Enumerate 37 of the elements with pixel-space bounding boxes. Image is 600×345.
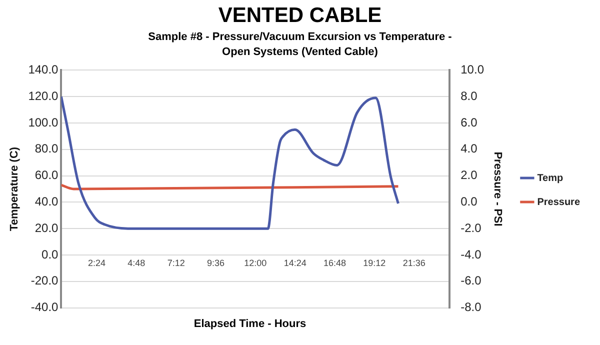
x-tick-label: 4:48 (128, 258, 146, 268)
y-tick-label: 120.0 (28, 88, 59, 103)
line-series (61, 95, 400, 230)
y2-tick-label: 2.0 (460, 168, 478, 182)
y-axis-title: Temperature (C) (8, 146, 21, 232)
y2-tick-label: -8.0 (460, 300, 482, 314)
y-tick-label: 80.0 (34, 142, 59, 156)
x-tick-label: 21:36 (402, 258, 426, 268)
x-tick-label: 14:24 (284, 258, 306, 268)
chart-title: VENTED CABLE (217, 4, 383, 28)
y2-tick-label: 4.0 (460, 142, 478, 156)
y2-tick-label: -6.0 (460, 274, 482, 288)
legend-label: Temp (537, 172, 564, 184)
y-tick-label: 60.0 (34, 168, 59, 182)
x-axis-title: Elapsed Time - Hours (192, 318, 308, 330)
legend-label: Pressure (537, 196, 580, 208)
x-tick-label: 19:12 (363, 258, 386, 268)
y2-tick-label: 8.0 (460, 88, 478, 103)
y2-tick-label: -4.0 (460, 247, 482, 262)
y-tick-label: 100.0 (28, 115, 59, 130)
y2-tick-label: -2.0 (460, 220, 482, 235)
y2-tick-label: 6.0 (460, 115, 478, 130)
y2-tick-label: 10.0 (460, 62, 484, 77)
x-tick-label: 9:36 (207, 258, 225, 268)
x-tick-label: 16:48 (324, 258, 346, 268)
y-tick-label: -20.0 (30, 274, 59, 288)
y-tick-label: 0.0 (42, 247, 59, 262)
y-tick-label: 20.0 (34, 220, 59, 235)
y2-axis-title: Pressure - PSI (492, 152, 504, 226)
y-tick-label: 40.0 (34, 194, 59, 209)
x-tick-label: 12:00 (244, 258, 267, 268)
y2-tick-label: 0.0 (460, 194, 478, 209)
chart-subtitle: Sample #8 - Pressure/Vacuum Excursion vs Temperature - Open Systems (Vented Cable) (147, 30, 453, 60)
y-tick-label: -40.0 (30, 300, 59, 314)
x-tick-label: 2:24 (88, 258, 106, 268)
x-tick-label: 7:12 (167, 258, 185, 268)
y-tick-label: 140.0 (28, 62, 59, 77)
